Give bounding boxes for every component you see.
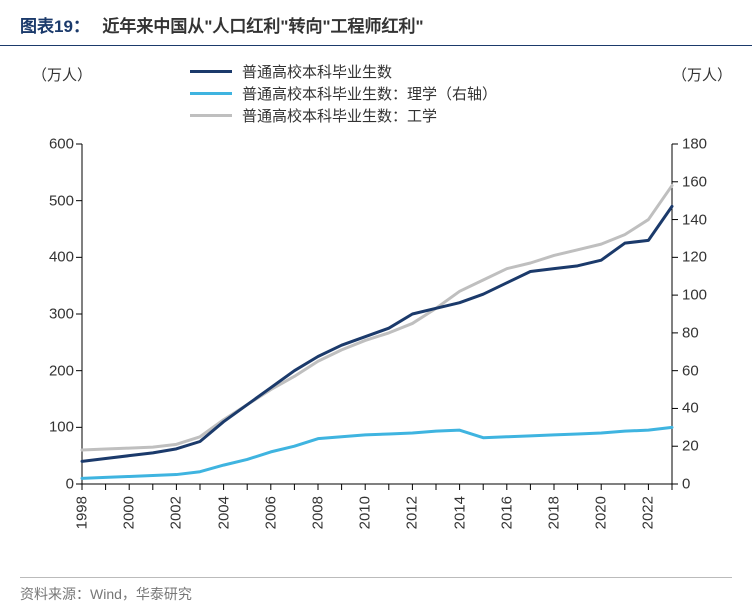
y-right-tick-label: 180 xyxy=(682,136,732,153)
source-text: 资料来源：Wind，华泰研究 xyxy=(20,586,192,602)
x-tick-label: 2012 xyxy=(404,496,421,529)
x-tick-label: 2022 xyxy=(640,496,657,529)
y-left-tick-label: 500 xyxy=(24,192,74,209)
chart-title: 近年来中国从"人口红利"转向"工程师红利" xyxy=(102,17,423,36)
x-tick-label: 2014 xyxy=(451,496,468,529)
y-right-tick-label: 100 xyxy=(682,287,732,304)
y-left-tick-label: 300 xyxy=(24,306,74,323)
chart-header: 图表19： 近年来中国从"人口红利"转向"工程师红利" xyxy=(0,0,752,46)
y-right-tick-label: 120 xyxy=(682,249,732,266)
y-left-tick-label: 400 xyxy=(24,249,74,266)
series-line xyxy=(82,186,672,450)
x-tick-label: 2016 xyxy=(498,496,515,529)
x-tick-label: 2002 xyxy=(168,496,185,529)
y-right-tick-label: 80 xyxy=(682,324,732,341)
legend-label: 普通高校本科毕业生数：理学（右轴） xyxy=(242,83,497,104)
chart-svg xyxy=(82,144,672,504)
chart-source: 资料来源：Wind，华泰研究 xyxy=(20,577,732,604)
x-tick-label: 2000 xyxy=(121,496,138,529)
series-line xyxy=(82,206,672,461)
y-right-axis-label: （万人） xyxy=(672,64,732,85)
chart-area: （万人） （万人） 普通高校本科毕业生数 普通高校本科毕业生数：理学（右轴） 普… xyxy=(20,54,732,564)
legend-swatch xyxy=(190,92,232,95)
y-left-tick-label: 100 xyxy=(24,419,74,436)
y-left-tick-label: 600 xyxy=(24,136,74,153)
plot-region xyxy=(82,144,672,484)
y-left-axis-label: （万人） xyxy=(32,64,92,85)
x-tick-label: 2020 xyxy=(593,496,610,529)
chart-number: 图表19： xyxy=(20,17,90,36)
legend-item: 普通高校本科毕业生数：工学 xyxy=(190,104,497,126)
x-tick-label: 1998 xyxy=(74,496,91,529)
y-right-tick-label: 160 xyxy=(682,173,732,190)
legend-label: 普通高校本科毕业生数：工学 xyxy=(242,105,437,126)
legend-item: 普通高校本科毕业生数：理学（右轴） xyxy=(190,82,497,104)
x-tick-label: 2006 xyxy=(262,496,279,529)
y-right-tick-label: 140 xyxy=(682,211,732,228)
x-tick-label: 2004 xyxy=(215,496,232,529)
legend-swatch xyxy=(190,114,232,117)
y-right-tick-label: 60 xyxy=(682,362,732,379)
legend: 普通高校本科毕业生数 普通高校本科毕业生数：理学（右轴） 普通高校本科毕业生数：… xyxy=(190,60,497,126)
x-tick-label: 2008 xyxy=(310,496,327,529)
y-left-tick-label: 200 xyxy=(24,362,74,379)
y-right-tick-label: 0 xyxy=(682,476,732,493)
y-right-tick-label: 20 xyxy=(682,438,732,455)
x-tick-label: 2010 xyxy=(357,496,374,529)
legend-item: 普通高校本科毕业生数 xyxy=(190,60,497,82)
series-line xyxy=(82,427,672,478)
legend-label: 普通高校本科毕业生数 xyxy=(242,61,392,82)
y-right-tick-label: 40 xyxy=(682,400,732,417)
y-left-tick-label: 0 xyxy=(24,476,74,493)
legend-swatch xyxy=(190,70,232,73)
x-tick-label: 2018 xyxy=(546,496,563,529)
